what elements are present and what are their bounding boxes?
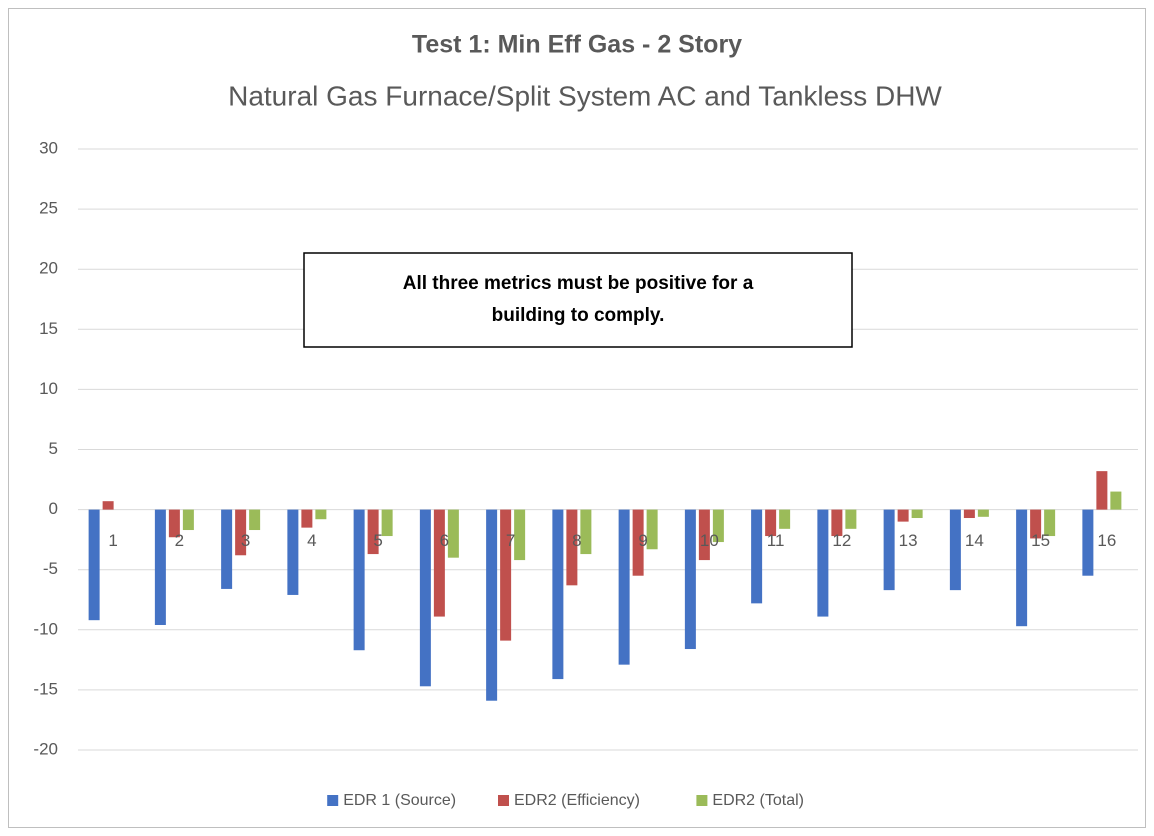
bar: [1110, 491, 1122, 510]
y-tick-label: 30: [39, 138, 58, 157]
legend-label: EDR2 (Efficiency): [514, 792, 640, 809]
bar: [1030, 509, 1042, 539]
bar: [883, 509, 895, 591]
bar: [287, 509, 299, 595]
y-tick-label: 15: [39, 319, 58, 338]
x-tick-label: 7: [506, 531, 515, 550]
y-tick-label: -5: [43, 559, 58, 578]
legend-label: EDR 1 (Source): [343, 792, 456, 809]
x-tick-label: 4: [307, 531, 316, 550]
x-tick-label: 5: [373, 531, 382, 550]
bar: [779, 509, 791, 529]
x-tick-label: 15: [1031, 531, 1050, 550]
annotation-text: building to comply.: [492, 305, 665, 326]
chart-subtitle: Natural Gas Furnace/Split System AC and …: [228, 80, 942, 111]
bar: [447, 509, 459, 558]
chart-title: Test 1: Min Eff Gas - 2 Story: [412, 31, 742, 59]
annotation-box: [303, 252, 853, 348]
bar: [977, 509, 989, 517]
bar: [712, 509, 724, 543]
bar: [419, 509, 431, 687]
bar: [353, 509, 365, 651]
x-tick-label: 9: [638, 531, 647, 550]
bar: [911, 509, 923, 519]
bar: [949, 509, 961, 591]
bar: [646, 509, 658, 550]
bar: [1016, 509, 1028, 627]
bar: [1082, 509, 1094, 576]
x-tick-label: 2: [175, 531, 184, 550]
x-tick-label: 8: [572, 531, 581, 550]
bar: [1044, 509, 1056, 537]
x-tick-label: 10: [700, 531, 719, 550]
legend-swatch: [327, 795, 339, 806]
bar: [486, 509, 498, 701]
bar: [566, 509, 578, 586]
bar: [897, 509, 909, 522]
y-tick-label: 25: [39, 199, 58, 218]
y-tick-label: -10: [33, 619, 58, 638]
bar: [235, 509, 247, 556]
y-tick-label: -15: [33, 679, 58, 698]
bar: [182, 509, 194, 531]
x-tick-label: 16: [1097, 531, 1116, 550]
bar: [249, 509, 261, 531]
x-tick-label: 13: [899, 531, 918, 550]
y-tick-label: 20: [39, 259, 58, 278]
x-tick-label: 12: [832, 531, 851, 550]
bar: [963, 509, 975, 519]
x-tick-label: 11: [767, 531, 785, 550]
bar: [751, 509, 763, 604]
y-tick-label: 10: [39, 379, 58, 398]
bar: [817, 509, 829, 617]
bar: [168, 509, 180, 538]
x-tick-label: 1: [108, 531, 117, 550]
bar: [433, 509, 445, 617]
bar: [367, 509, 379, 555]
bar: [1096, 471, 1108, 510]
x-tick-label: 3: [241, 531, 250, 550]
legend-swatch: [498, 795, 509, 806]
bar: [698, 509, 710, 561]
y-tick-label: -20: [33, 739, 58, 758]
bar: [381, 509, 393, 537]
y-tick-label: 0: [49, 499, 58, 518]
y-tick-label: 5: [49, 439, 58, 458]
bar: [102, 501, 114, 510]
bar: [154, 509, 166, 625]
x-tick-label: 14: [965, 531, 984, 550]
bar: [618, 509, 630, 665]
bar: [845, 509, 857, 529]
bar: [88, 509, 100, 621]
bar: [632, 509, 644, 576]
bar: [831, 509, 843, 537]
bar: [514, 509, 526, 561]
bar: [315, 509, 327, 520]
bar: [301, 509, 313, 528]
legend-label: EDR2 (Total): [712, 792, 804, 809]
bar: [580, 509, 592, 555]
bar: [765, 509, 777, 537]
bar: [552, 509, 564, 680]
legend-swatch: [696, 795, 708, 806]
bar: [684, 509, 696, 650]
bar: [221, 509, 233, 589]
x-tick-label: 6: [440, 531, 449, 550]
annotation-text: All three metrics must be positive for a: [403, 273, 754, 294]
bar: [500, 509, 512, 641]
chart-border: [8, 8, 1146, 828]
